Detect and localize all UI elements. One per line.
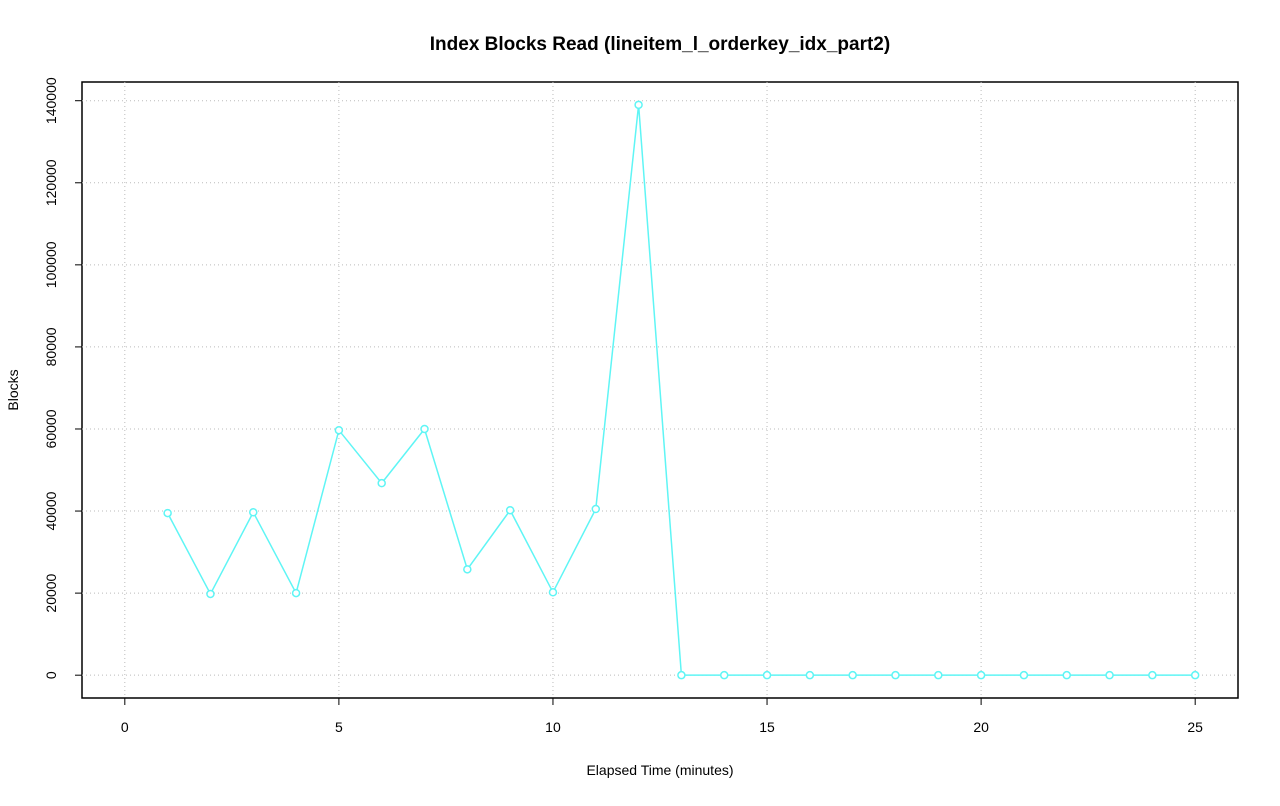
data-point [1148, 670, 1157, 680]
data-point [1019, 670, 1029, 680]
x-tick-label: 20 [973, 719, 989, 735]
data-point [163, 508, 172, 518]
y-axis-label: Blocks [5, 369, 21, 410]
data-line [166, 104, 1196, 676]
data-point [805, 670, 815, 680]
data-point [934, 670, 943, 680]
data-point [377, 478, 386, 488]
x-tick-label: 5 [335, 719, 343, 735]
data-point [848, 670, 857, 680]
data-point [334, 425, 344, 435]
x-tick-label: 10 [545, 719, 561, 735]
y-tick-label: 0 [43, 671, 59, 679]
y-tick-label: 20000 [43, 573, 59, 612]
data-point [1062, 670, 1071, 680]
x-axis-label: Elapsed Time (minutes) [586, 762, 733, 778]
x-tick-label: 0 [121, 719, 129, 735]
data-point [463, 565, 472, 574]
data-point [291, 588, 301, 598]
data-point [976, 670, 986, 680]
chart-title: Index Blocks Read (lineitem_l_orderkey_i… [430, 34, 890, 55]
y-tick-label: 60000 [43, 409, 59, 448]
x-tick-label: 25 [1187, 719, 1203, 735]
plot-frame [81, 81, 1239, 699]
y-tick-label: 140000 [43, 77, 59, 124]
data-point [206, 589, 215, 599]
data-point [505, 505, 515, 515]
data-point [420, 424, 429, 434]
data-point [634, 100, 643, 110]
y-tick-label: 100000 [43, 241, 59, 288]
x-tick-label: 15 [759, 719, 775, 735]
data-point [762, 670, 772, 680]
data-point [1190, 670, 1200, 680]
y-tick-label: 120000 [43, 159, 59, 206]
data-point [548, 588, 558, 597]
data-point [249, 508, 258, 517]
y-tick-label: 40000 [43, 491, 59, 530]
data-point [891, 670, 900, 680]
data-point [591, 504, 601, 514]
data-point [1105, 670, 1114, 680]
data-point [719, 670, 729, 680]
y-tick-label: 80000 [43, 327, 59, 366]
data-point [677, 670, 686, 680]
